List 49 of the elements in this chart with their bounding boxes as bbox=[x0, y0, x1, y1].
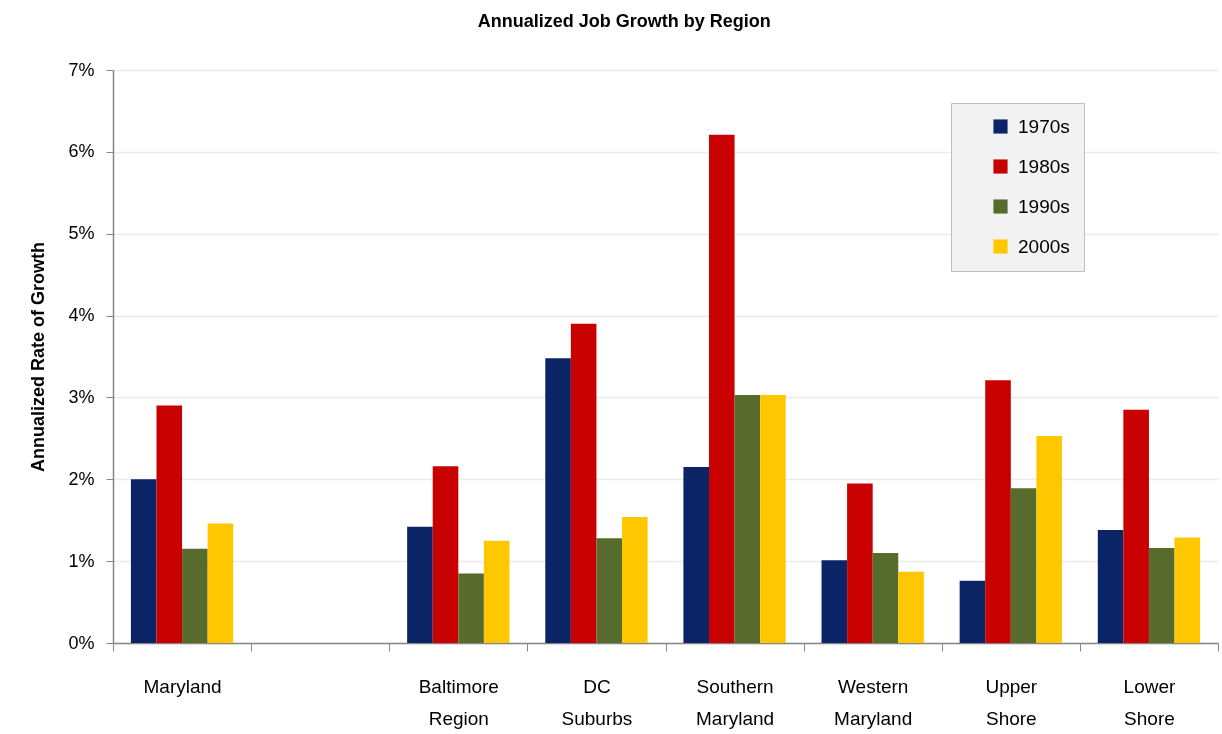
bar bbox=[570, 323, 597, 643]
bar bbox=[1010, 488, 1037, 643]
x-tick-label: Western Maryland bbox=[834, 675, 913, 729]
legend-label: 1970s bbox=[1018, 115, 1070, 137]
bar bbox=[432, 466, 459, 643]
bar bbox=[207, 523, 234, 643]
bar bbox=[872, 552, 899, 643]
y-tick-label: 3% bbox=[68, 386, 95, 407]
bar bbox=[959, 580, 986, 643]
x-tick-label: Southern Maryland bbox=[695, 675, 775, 729]
bar bbox=[847, 483, 873, 643]
bar bbox=[1036, 435, 1062, 643]
bar bbox=[182, 548, 208, 643]
y-tick-label: 1% bbox=[68, 550, 95, 571]
y-tick-label: 4% bbox=[68, 305, 95, 326]
bar bbox=[1174, 537, 1201, 643]
bar bbox=[596, 538, 623, 643]
bar bbox=[130, 479, 157, 643]
y-tick-label: 2% bbox=[68, 468, 95, 489]
bar bbox=[156, 405, 183, 643]
x-tick-label: DC Suburbs bbox=[561, 675, 633, 729]
bar bbox=[898, 571, 924, 643]
bar bbox=[708, 134, 735, 643]
bar bbox=[985, 380, 1011, 643]
bar bbox=[483, 540, 510, 643]
x-tick-label: Upper Shore bbox=[985, 675, 1038, 729]
bar bbox=[760, 394, 786, 643]
bar bbox=[821, 560, 848, 643]
legend-label: 1990s bbox=[1018, 195, 1070, 217]
x-tick-label: Maryland bbox=[143, 675, 222, 697]
x-tick-label: Lower Shore bbox=[1123, 675, 1176, 729]
bar bbox=[734, 394, 761, 643]
y-tick-label: 7% bbox=[68, 59, 95, 80]
bar bbox=[407, 526, 433, 643]
x-tick-label: Baltimore Region bbox=[418, 675, 499, 729]
chart-title: Annualized Job Growth by Region bbox=[477, 11, 771, 31]
bar bbox=[458, 573, 484, 643]
bar bbox=[545, 358, 571, 643]
bar bbox=[683, 467, 709, 643]
bar bbox=[1148, 548, 1175, 643]
y-axis-title: Annualized Rate of Growth bbox=[28, 241, 49, 473]
bar bbox=[1123, 409, 1149, 643]
bar bbox=[1097, 530, 1124, 643]
y-tick-label: 6% bbox=[68, 141, 95, 162]
bar bbox=[622, 516, 648, 643]
legend-label: 1980s bbox=[1018, 155, 1070, 177]
legend-label: 2000s bbox=[1018, 235, 1070, 257]
y-tick-label: 0% bbox=[68, 632, 95, 653]
y-tick-label: 5% bbox=[68, 223, 95, 244]
